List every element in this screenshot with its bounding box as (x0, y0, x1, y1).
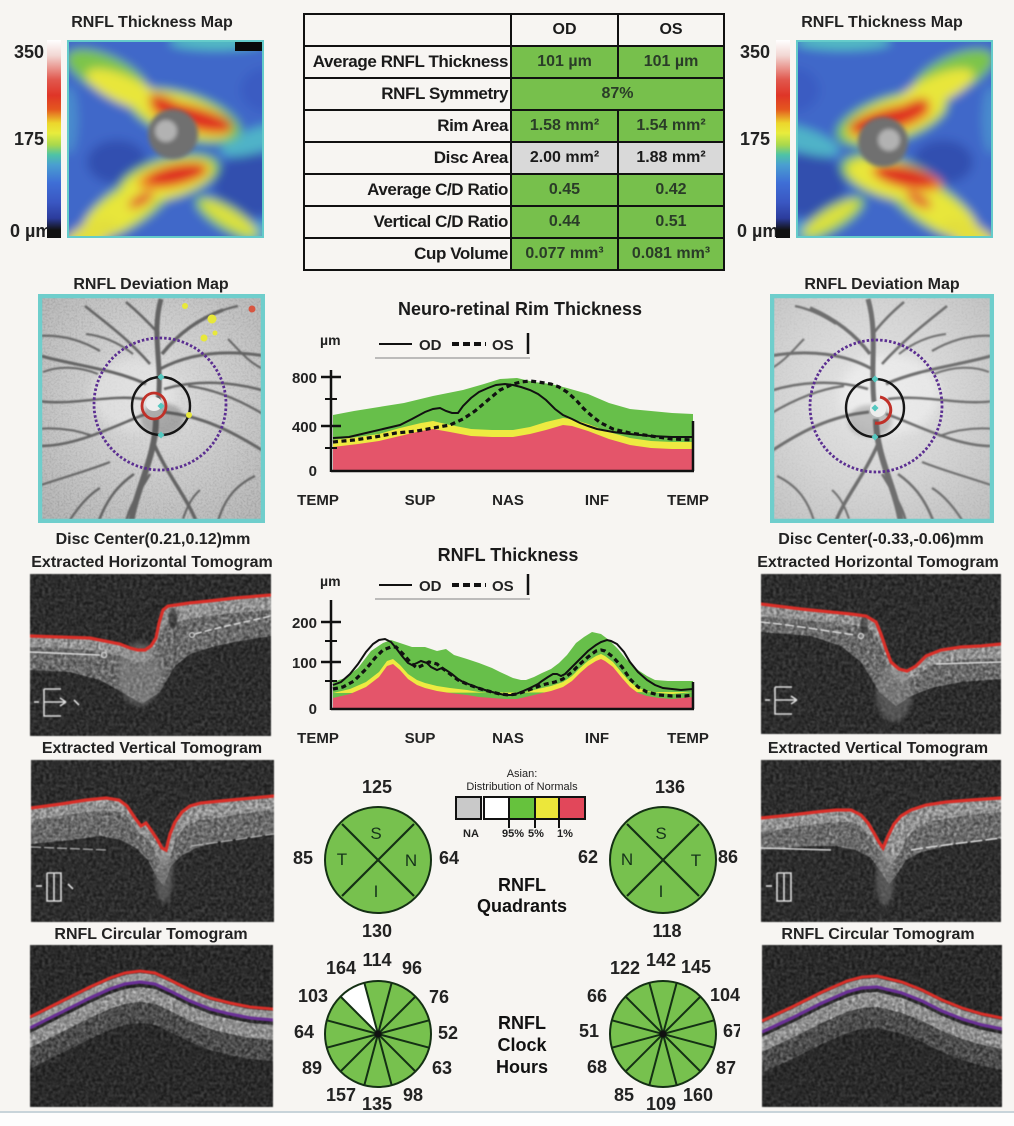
svg-text:I: I (659, 882, 664, 901)
svg-text:142: 142 (646, 950, 676, 970)
svg-text:TEMP: TEMP (667, 492, 709, 509)
svg-text:68: 68 (587, 1057, 607, 1077)
svg-text:TEMP: TEMP (667, 730, 709, 747)
svg-text:Clock: Clock (497, 1035, 547, 1055)
svg-text:OS: OS (492, 578, 514, 595)
svg-text:0: 0 (309, 701, 317, 718)
svg-text:87: 87 (716, 1058, 736, 1078)
svg-text:135: 135 (362, 1094, 392, 1114)
svg-text:98: 98 (403, 1085, 423, 1105)
svg-text:130: 130 (362, 921, 392, 940)
svg-text:N: N (621, 850, 633, 869)
svg-text:63: 63 (432, 1058, 452, 1078)
svg-text:95%: 95% (502, 828, 524, 840)
svg-text:62: 62 (578, 847, 598, 867)
svg-text:100: 100 (292, 655, 317, 672)
svg-text:1%: 1% (557, 828, 573, 840)
svg-text:400: 400 (292, 419, 317, 436)
svg-text:67: 67 (723, 1021, 740, 1041)
svg-text:Quadrants: Quadrants (477, 896, 567, 916)
svg-text:OS: OS (492, 337, 514, 354)
svg-text:145: 145 (681, 957, 711, 977)
svg-text:85: 85 (293, 848, 313, 868)
svg-text:157: 157 (326, 1085, 356, 1105)
svg-text:160: 160 (683, 1085, 713, 1105)
svg-text:800: 800 (292, 370, 317, 387)
svg-text:51: 51 (579, 1021, 599, 1041)
svg-text:I: I (374, 882, 379, 901)
svg-text:5%: 5% (528, 828, 544, 840)
svg-text:OD: OD (419, 578, 442, 595)
svg-text:64: 64 (294, 1022, 314, 1042)
svg-text:114: 114 (362, 950, 391, 970)
svg-text:TEMP: TEMP (297, 730, 339, 747)
svg-text:TEMP: TEMP (297, 492, 339, 509)
svg-text:SUP: SUP (405, 492, 436, 509)
svg-text:103: 103 (298, 986, 328, 1006)
svg-text:RNFL Thickness: RNFL Thickness (438, 545, 579, 565)
svg-text:104: 104 (710, 985, 740, 1005)
svg-text:NAS: NAS (492, 730, 524, 747)
svg-text:µm: µm (320, 573, 341, 589)
svg-text:S: S (370, 824, 381, 843)
svg-text:INF: INF (585, 730, 609, 747)
svg-text:N: N (405, 851, 417, 870)
svg-text:T: T (691, 851, 701, 870)
svg-text:Asian:: Asian: (507, 768, 538, 780)
svg-text:Hours: Hours (496, 1057, 548, 1077)
svg-text:164: 164 (326, 958, 356, 978)
svg-text:Neuro-retinal Rim Thickness: Neuro-retinal Rim Thickness (398, 299, 642, 319)
svg-text:85: 85 (614, 1085, 634, 1105)
svg-text:118: 118 (652, 921, 681, 940)
svg-text:0: 0 (309, 463, 317, 480)
svg-text:89: 89 (302, 1058, 322, 1078)
svg-text:76: 76 (429, 987, 449, 1007)
svg-text:136: 136 (655, 777, 685, 797)
svg-text:109: 109 (646, 1094, 676, 1114)
svg-text:SUP: SUP (405, 730, 436, 747)
svg-text:OD: OD (419, 337, 442, 354)
svg-text:122: 122 (610, 958, 640, 978)
svg-text:66: 66 (587, 986, 607, 1006)
svg-text:NA: NA (463, 828, 479, 840)
svg-text:Distribution of Normals: Distribution of Normals (466, 781, 578, 793)
svg-text:200: 200 (292, 615, 317, 632)
svg-text:52: 52 (438, 1023, 458, 1043)
svg-text:NAS: NAS (492, 492, 524, 509)
svg-text:µm: µm (320, 332, 341, 348)
svg-text:S: S (655, 824, 666, 843)
svg-text:125: 125 (362, 777, 392, 797)
svg-text:RNFL: RNFL (498, 1013, 546, 1033)
svg-text:64: 64 (439, 848, 459, 868)
svg-text:T: T (337, 850, 347, 869)
svg-text:INF: INF (585, 492, 609, 509)
svg-text:86: 86 (718, 847, 738, 867)
svg-text:96: 96 (402, 958, 422, 978)
svg-text:RNFL: RNFL (498, 875, 546, 895)
